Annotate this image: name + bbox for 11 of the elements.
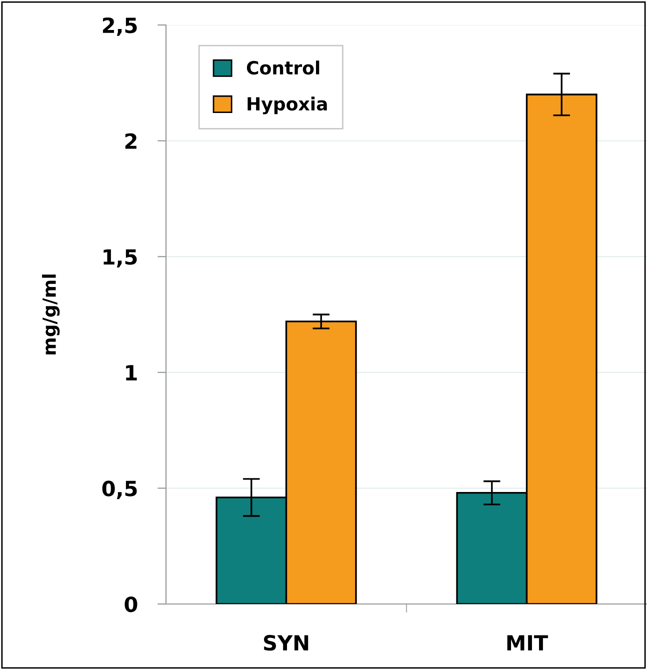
x-tick-label: SYN xyxy=(264,634,308,651)
y-tick-label: 1 xyxy=(126,365,137,380)
legend-label: Control xyxy=(246,60,320,75)
y-tick-label: 1,5 xyxy=(104,249,137,268)
y-tick-label: 0 xyxy=(124,596,138,612)
y-axis-title: mg/g/ml xyxy=(42,274,60,354)
x-tick-label: MIT xyxy=(507,635,548,650)
legend-label: Hypoxia xyxy=(248,96,327,114)
y-tick-label: 2 xyxy=(125,133,136,149)
y-tick-label: 2,5 xyxy=(102,17,137,36)
y-tick-label: 0,5 xyxy=(102,480,137,500)
